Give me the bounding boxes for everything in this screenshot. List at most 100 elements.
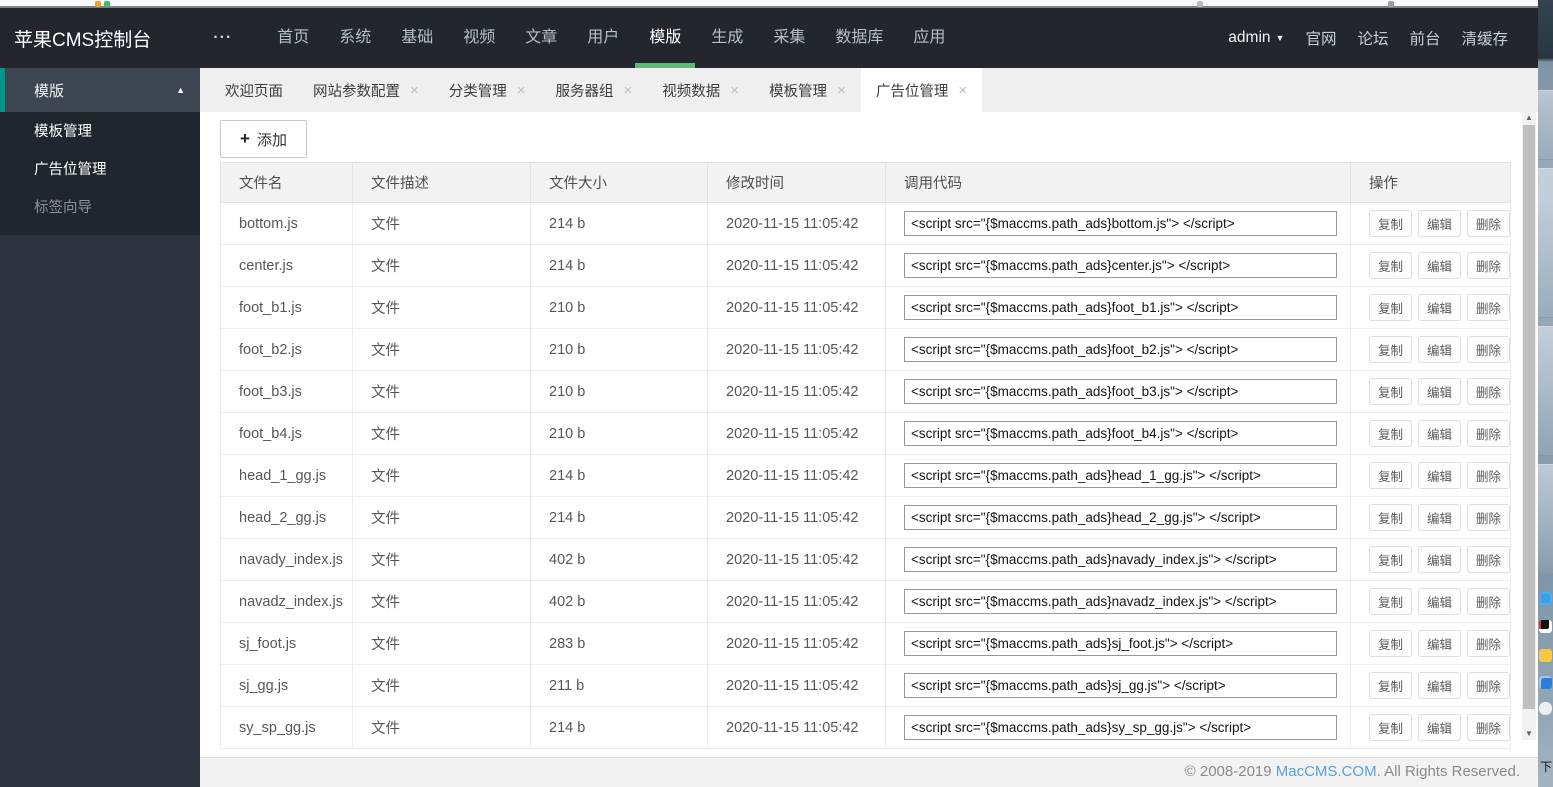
code-input[interactable] [904, 337, 1337, 362]
scrollbar-thumb[interactable] [1523, 125, 1535, 709]
scroll-down-icon[interactable]: ▼ [1525, 729, 1533, 738]
delete-button[interactable]: 删除 [1467, 252, 1510, 279]
delete-button[interactable]: 删除 [1467, 630, 1510, 657]
edit-button[interactable]: 编辑 [1418, 714, 1462, 741]
topbar-link-2[interactable]: 前台 [1409, 31, 1441, 48]
code-input[interactable] [904, 379, 1337, 404]
sidebar-item-2[interactable]: 标签向导 [34, 200, 92, 216]
sidebar-item-1[interactable]: 广告位管理 [34, 162, 107, 178]
nav-item-4[interactable]: 文章 [525, 29, 558, 46]
delete-button[interactable]: 删除 [1467, 672, 1510, 699]
nav-item-5[interactable]: 用户 [587, 29, 620, 46]
nav-item-9[interactable]: 数据库 [835, 29, 884, 46]
nav-item-10[interactable]: 应用 [913, 29, 946, 46]
delete-button[interactable]: 删除 [1467, 294, 1510, 321]
copy-button[interactable]: 复制 [1369, 504, 1413, 531]
copy-button[interactable]: 复制 [1369, 462, 1413, 489]
tab-close-icon[interactable]: × [730, 81, 740, 99]
code-input[interactable] [904, 463, 1337, 488]
desktop-icon-blue-square-app[interactable] [1539, 676, 1552, 689]
tab-1[interactable]: 网站参数配置 × [298, 68, 434, 112]
tab-4[interactable]: 视频数据 × [647, 68, 754, 112]
content-scrollbar[interactable]: ▲ ▼ [1522, 112, 1536, 740]
edit-button[interactable]: 编辑 [1418, 210, 1462, 237]
copy-button[interactable]: 复制 [1369, 210, 1413, 237]
nav-item-6[interactable]: 模版 [635, 8, 695, 68]
copy-button[interactable]: 复制 [1369, 294, 1413, 321]
nav-item-2[interactable]: 基础 [401, 29, 434, 46]
tab-6[interactable]: 广告位管理 × [860, 68, 983, 112]
copy-button[interactable]: 复制 [1369, 336, 1413, 363]
maccms-link[interactable]: MacCMS.COM. [1275, 763, 1381, 780]
delete-button[interactable]: 删除 [1467, 420, 1510, 447]
tab-5[interactable]: 模板管理 × [754, 68, 861, 112]
nav-item-3[interactable]: 视频 [463, 29, 496, 46]
tab-close-icon[interactable]: × [410, 81, 419, 99]
user-dropdown[interactable]: admin ▼ [1228, 29, 1284, 47]
code-input[interactable] [904, 589, 1337, 614]
edit-button[interactable]: 编辑 [1418, 630, 1462, 657]
code-input[interactable] [904, 631, 1337, 656]
desktop-icon-blue-app[interactable] [1539, 592, 1552, 605]
sidebar-submenu: 模板管理广告位管理标签向导 [0, 112, 200, 235]
sidebar-section-template[interactable]: 模版 ▲ [0, 68, 200, 112]
topbar-link-1[interactable]: 论坛 [1357, 31, 1389, 48]
copy-button[interactable]: 复制 [1369, 588, 1413, 615]
nav-item-0[interactable]: 首页 [277, 29, 310, 46]
code-input[interactable] [904, 547, 1337, 572]
delete-button[interactable]: 删除 [1467, 588, 1510, 615]
edit-button[interactable]: 编辑 [1418, 252, 1462, 279]
edit-button[interactable]: 编辑 [1418, 378, 1462, 405]
delete-button[interactable]: 删除 [1467, 714, 1510, 741]
more-menu-icon[interactable]: ··· [213, 29, 233, 46]
tab-close-icon[interactable]: × [623, 81, 633, 99]
copy-button[interactable]: 复制 [1369, 672, 1413, 699]
scroll-up-icon[interactable]: ▲ [1525, 113, 1533, 122]
tab-close-icon[interactable]: × [958, 81, 968, 99]
edit-button[interactable]: 编辑 [1418, 336, 1462, 363]
sidebar-item-0[interactable]: 模板管理 [34, 124, 92, 140]
topbar-link-0[interactable]: 官网 [1305, 31, 1337, 48]
delete-button[interactable]: 删除 [1467, 378, 1510, 405]
delete-button[interactable]: 删除 [1467, 336, 1510, 363]
copy-button[interactable]: 复制 [1369, 546, 1413, 573]
cell-filename: head_2_gg.js [220, 496, 353, 539]
desktop-icon-qq-penguin[interactable] [1539, 620, 1552, 633]
edit-button[interactable]: 编辑 [1418, 588, 1462, 615]
tab-3[interactable]: 服务器组 × [541, 68, 648, 112]
copy-button[interactable]: 复制 [1369, 420, 1413, 447]
topbar-link-3[interactable]: 清缓存 [1461, 31, 1508, 48]
edit-button[interactable]: 编辑 [1418, 420, 1462, 447]
nav-item-7[interactable]: 生成 [711, 29, 744, 46]
delete-button[interactable]: 删除 [1467, 546, 1510, 573]
code-input[interactable] [904, 673, 1337, 698]
tab-close-icon[interactable]: × [837, 81, 846, 99]
edit-button[interactable]: 编辑 [1418, 504, 1462, 531]
add-button[interactable]: + 添加 [220, 120, 307, 158]
tab-2[interactable]: 分类管理 × [434, 68, 541, 112]
edit-button[interactable]: 编辑 [1418, 294, 1462, 321]
copy-button[interactable]: 复制 [1369, 630, 1413, 657]
edit-button[interactable]: 编辑 [1418, 672, 1462, 699]
nav-item-1[interactable]: 系统 [339, 29, 372, 46]
edit-button[interactable]: 编辑 [1418, 462, 1462, 489]
copy-button[interactable]: 复制 [1369, 714, 1413, 741]
copy-button[interactable]: 复制 [1369, 252, 1413, 279]
delete-button[interactable]: 删除 [1467, 504, 1510, 531]
delete-button[interactable]: 删除 [1467, 462, 1510, 489]
desktop-icon-yellow-app[interactable] [1539, 649, 1552, 662]
copy-button[interactable]: 复制 [1369, 378, 1413, 405]
code-input[interactable] [904, 715, 1337, 740]
code-input[interactable] [904, 211, 1337, 236]
code-input[interactable] [904, 253, 1337, 278]
edit-button[interactable]: 编辑 [1418, 546, 1462, 573]
code-input[interactable] [904, 421, 1337, 446]
tab-0[interactable]: 欢迎页面 [210, 68, 298, 112]
code-input[interactable] [904, 295, 1337, 320]
desktop-icon-white-app[interactable] [1539, 702, 1552, 715]
delete-button[interactable]: 删除 [1467, 210, 1510, 237]
code-input[interactable] [904, 505, 1337, 530]
nav-item-8[interactable]: 采集 [773, 29, 806, 46]
tab-close-icon[interactable]: × [516, 81, 526, 99]
